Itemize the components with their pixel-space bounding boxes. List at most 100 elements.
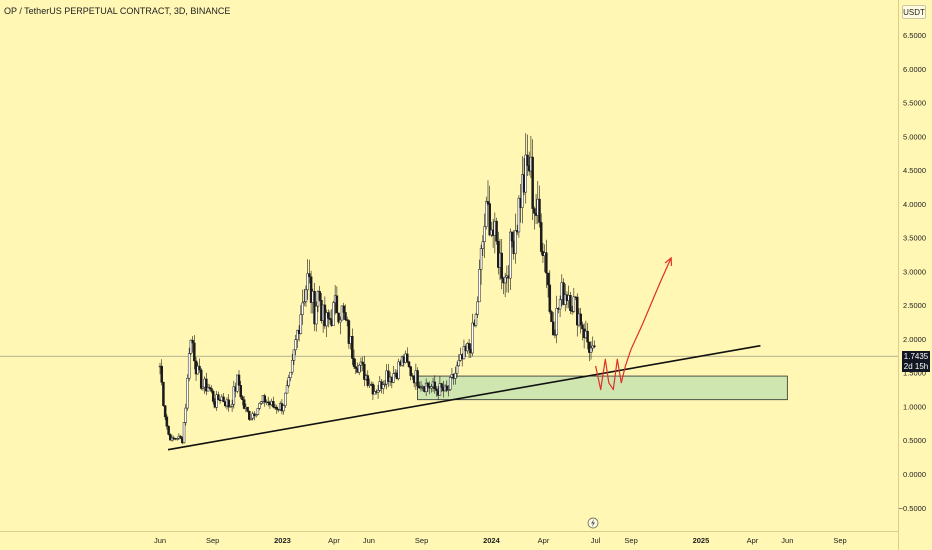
candle-body: [296, 329, 299, 340]
candle-body: [239, 385, 242, 398]
candle-body: [260, 401, 263, 404]
candle-body: [416, 370, 419, 387]
candle-body: [182, 422, 186, 444]
candle-body: [160, 365, 163, 383]
x-tick-label: Jun: [781, 536, 793, 545]
candle-body: [266, 401, 270, 404]
candle-body: [457, 360, 461, 367]
candle-body: [290, 360, 294, 373]
candle-body: [170, 437, 174, 441]
candle-body: [229, 406, 232, 408]
candle-body: [524, 154, 528, 193]
projection-path[interactable]: [595, 257, 672, 391]
chart-title: OP / TetherUS PERPETUAL CONTRACT, 3D, BI…: [4, 6, 231, 16]
candle-body: [539, 222, 543, 252]
candle-body: [227, 399, 230, 408]
candle-body: [201, 386, 205, 389]
currency-button[interactable]: USDT: [902, 5, 926, 19]
candle-body: [199, 369, 203, 389]
candle-body: [347, 320, 351, 344]
candle-body: [315, 305, 318, 325]
candle-body: [299, 314, 303, 334]
candle-body: [165, 416, 169, 427]
candle-body: [179, 435, 182, 439]
candle-body: [332, 302, 335, 326]
current-price-tag: 1.7435 2d 15h: [902, 351, 930, 372]
x-tick-label: Apr: [747, 536, 759, 545]
candle-body: [308, 273, 311, 278]
candle-body: [325, 312, 328, 327]
y-tick-label: 2.0000: [903, 335, 926, 344]
support-trendline[interactable]: [167, 344, 761, 451]
candle-body: [309, 276, 313, 303]
candle-body: [275, 406, 279, 410]
candle-body: [455, 365, 459, 374]
candle-body: [241, 396, 244, 400]
candle-body: [440, 383, 443, 388]
y-tick-label: 6.0000: [903, 65, 926, 74]
candle-body: [419, 387, 423, 389]
x-tick-label: Jun: [154, 536, 166, 545]
candle-body: [447, 389, 450, 391]
candle-body: [254, 414, 258, 417]
candle-body: [301, 302, 304, 315]
candle-body: [392, 373, 395, 383]
x-tick-label: Jul: [591, 536, 601, 545]
candle-body: [256, 408, 260, 415]
candle-body: [263, 395, 266, 403]
candle-body: [328, 318, 332, 320]
candle-body: [344, 312, 347, 320]
y-tick-label: 4.0000: [903, 200, 926, 209]
x-tick-label: Jun: [363, 536, 375, 545]
candle-body: [285, 385, 289, 394]
candle-body: [533, 208, 536, 214]
candle-body: [409, 366, 412, 376]
candle-body: [258, 402, 261, 409]
candle-body: [485, 201, 488, 227]
candle-body: [576, 296, 579, 326]
candle-body: [503, 276, 507, 284]
x-tick-label: Apr: [328, 536, 340, 545]
candle-body: [586, 330, 589, 343]
candle-body: [510, 231, 514, 242]
candle-body: [193, 342, 196, 362]
candle-body: [186, 378, 189, 409]
candle-body: [558, 299, 562, 310]
candle-body: [208, 387, 212, 389]
candle-body: [210, 388, 213, 392]
y-tick-label: 4.5000: [903, 166, 926, 175]
candle-body: [345, 319, 349, 321]
candle-body: [381, 384, 385, 389]
candle-body: [187, 353, 191, 379]
candle-body: [555, 308, 558, 336]
x-tick-label: 2024: [483, 536, 501, 545]
candle-body: [352, 358, 356, 367]
x-tick-label: 2025: [693, 536, 710, 545]
candle-body: [294, 339, 297, 351]
candle-body: [467, 343, 471, 350]
candle-body: [211, 391, 215, 402]
x-tick-label: 2023: [274, 536, 291, 545]
candle-body: [249, 417, 253, 420]
candle-body: [553, 334, 557, 336]
candle-body: [302, 301, 306, 304]
candle-body: [526, 154, 529, 166]
candle-body: [272, 401, 275, 408]
candle-body: [357, 364, 361, 373]
candle-body: [167, 426, 170, 435]
candle-body: [363, 364, 366, 380]
candle-body: [232, 386, 236, 405]
candle-body: [163, 405, 167, 418]
y-tick-label: 6.5000: [903, 31, 926, 40]
candle-body: [430, 386, 433, 389]
candle-body: [488, 203, 491, 236]
candle-body: [593, 345, 596, 347]
candle-body: [306, 273, 309, 291]
candle-body: [237, 374, 241, 386]
candle-body: [407, 361, 411, 367]
y-tick-label: 5.0000: [903, 132, 926, 141]
y-tick-label: 3.5000: [903, 234, 926, 243]
candle-body: [292, 349, 296, 361]
candle-body: [289, 371, 292, 379]
